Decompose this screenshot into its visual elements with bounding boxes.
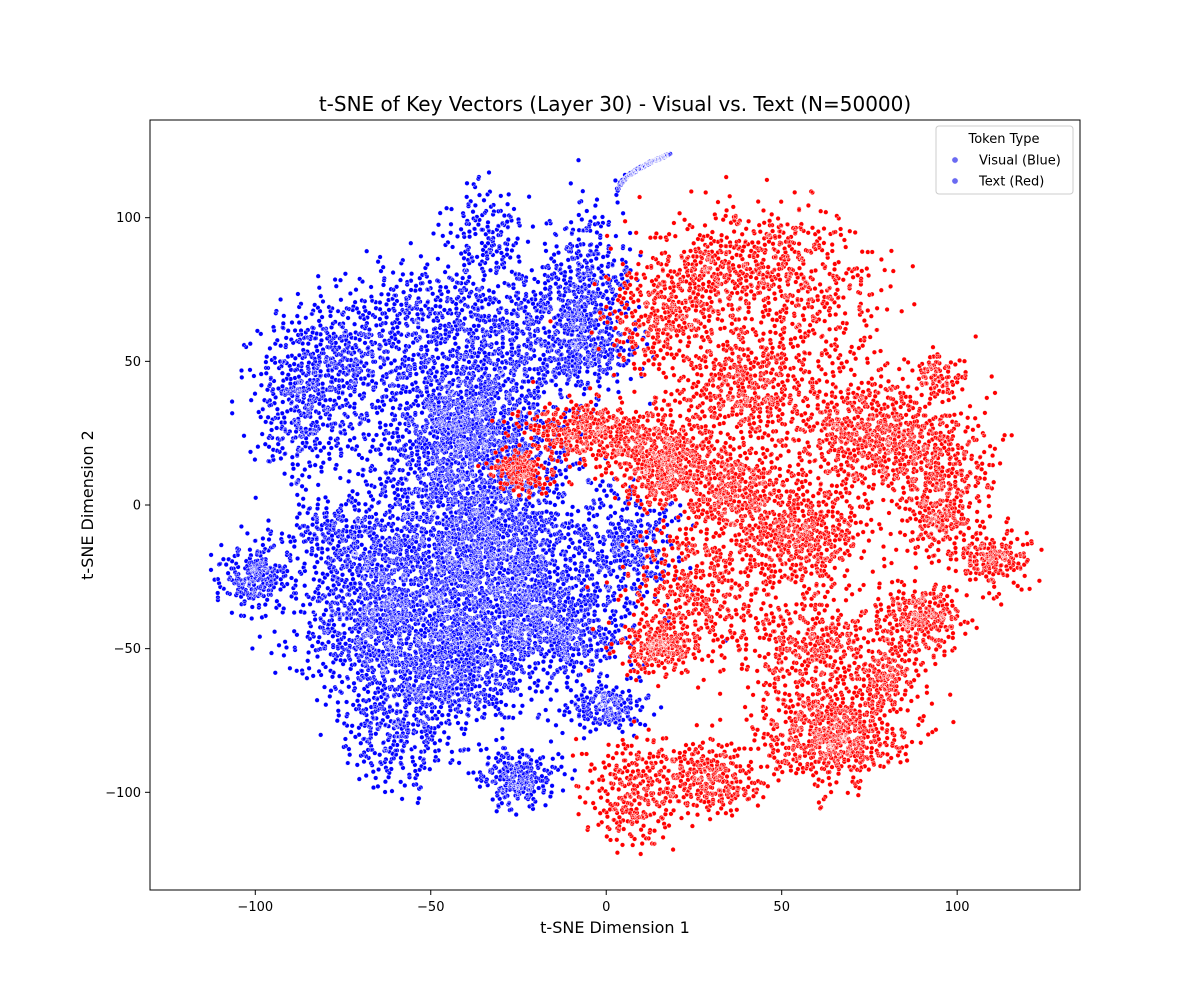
scatter-points-visual — [208, 157, 729, 818]
legend-label-text: Text (Red) — [978, 175, 1044, 190]
legend-title: Token Type — [968, 132, 1040, 147]
series-text — [475, 174, 1044, 857]
x-tick-label: 100 — [945, 900, 970, 915]
legend-label-visual: Visual (Blue) — [979, 154, 1061, 169]
y-tick-label: −100 — [105, 786, 141, 801]
legend-marker-visual — [951, 156, 959, 164]
scatter-points-visual-arc — [613, 151, 673, 198]
y-tick-label: 0 — [133, 499, 141, 514]
x-axis-ticks: −100 −50 0 50 100 — [237, 890, 970, 915]
scatter-points-text — [475, 174, 1044, 857]
x-tick-label: 50 — [773, 900, 790, 915]
y-tick-label: −50 — [114, 642, 141, 657]
x-axis-label: t-SNE Dimension 1 — [540, 918, 690, 937]
legend-box — [935, 125, 1074, 195]
x-tick-label: 0 — [602, 900, 610, 915]
y-axis-label: t-SNE Dimension 2 — [78, 430, 97, 580]
x-tick-label: −100 — [237, 900, 273, 915]
y-tick-label: 50 — [124, 355, 141, 370]
y-axis-ticks: −100 −50 0 50 100 — [105, 211, 150, 801]
x-tick-label: −50 — [417, 900, 444, 915]
chart-title: t-SNE of Key Vectors (Layer 30) - Visual… — [319, 92, 911, 116]
points-layer — [208, 151, 1044, 857]
y-tick-label: 100 — [116, 211, 141, 226]
series-visual — [208, 157, 729, 818]
legend-marker-text — [951, 177, 959, 185]
legend: Token Type Visual (Blue) Text (Red) — [935, 125, 1074, 195]
